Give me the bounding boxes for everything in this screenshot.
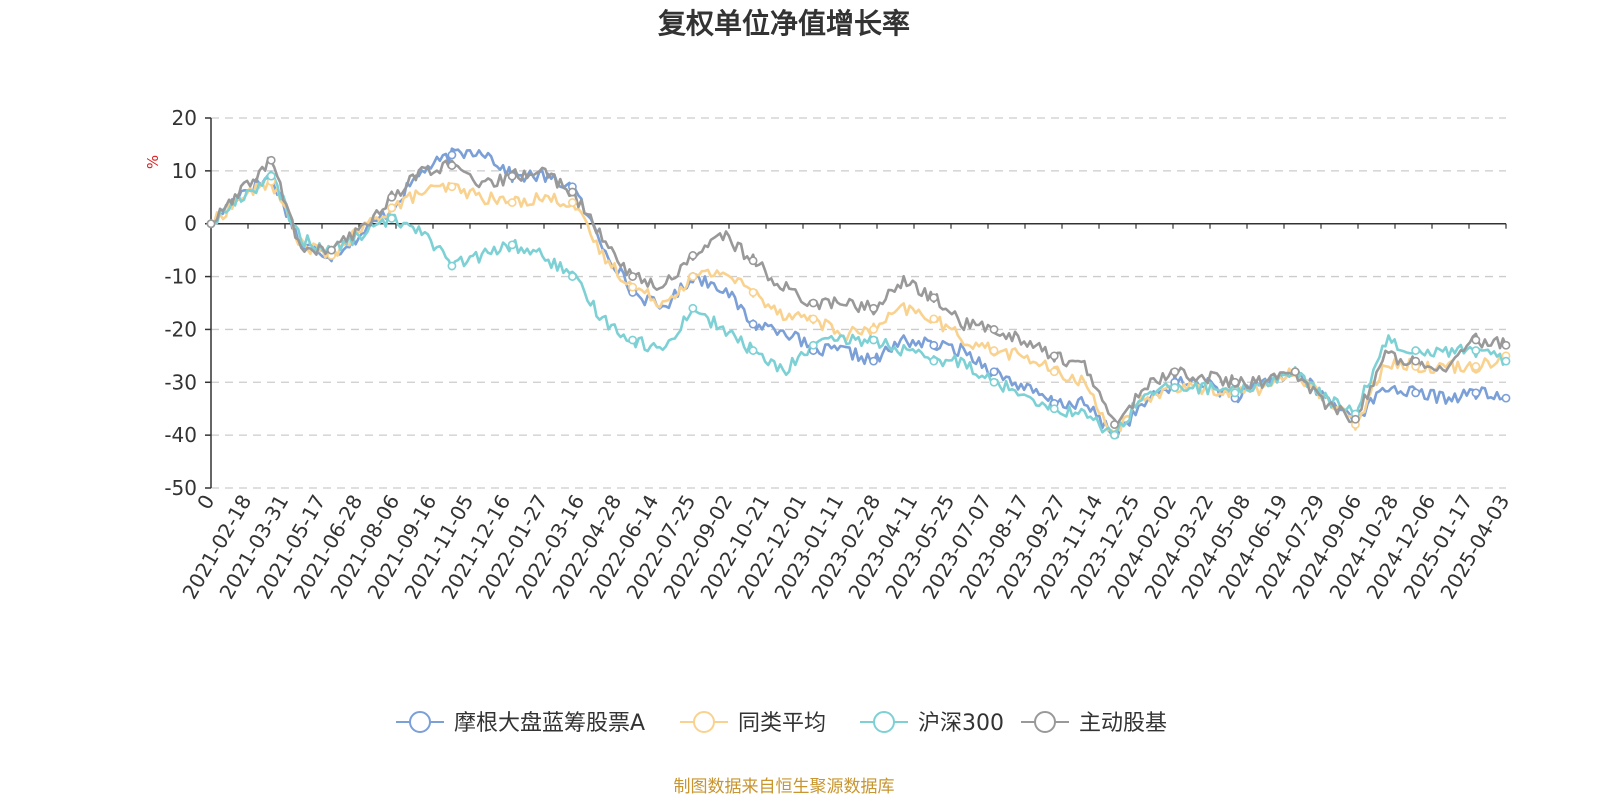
series-markers: [206, 150, 1511, 440]
series-point: [748, 288, 758, 297]
legend-item[interactable]: 沪深300: [860, 711, 1004, 736]
y-tick-label: -20: [164, 317, 197, 341]
series-point: [748, 256, 758, 266]
series-point: [447, 161, 457, 170]
series-line: [210, 147, 1507, 439]
series-point: [1049, 404, 1059, 414]
series-point: [1290, 367, 1300, 377]
legend-item[interactable]: 主动股基: [1021, 711, 1167, 736]
y-tick-label: -40: [164, 423, 197, 447]
grid-lines: [211, 117, 1506, 489]
series-point: [748, 346, 758, 355]
series-point: [688, 251, 698, 260]
series-point: [989, 377, 999, 387]
y-tick-label: -50: [164, 476, 197, 500]
legend-marker: [1034, 711, 1056, 733]
series-point: [1351, 414, 1360, 424]
legend-marker: [873, 711, 895, 733]
series-point: [1471, 388, 1481, 398]
series-point: [869, 325, 878, 334]
series-point: [929, 356, 939, 366]
series-point: [567, 198, 577, 207]
series-point: [447, 182, 457, 192]
legend-label: 沪深300: [918, 711, 1004, 736]
series-point: [628, 282, 638, 292]
series-point: [1110, 420, 1119, 429]
legend-label: 同类平均: [738, 711, 826, 736]
series-point: [1411, 388, 1421, 398]
y-tick-label: 0: [184, 212, 197, 236]
series-point: [266, 171, 276, 181]
series-point: [989, 346, 999, 355]
legend-item[interactable]: 摩根大盘蓝筹股票A: [396, 711, 645, 736]
y-tick-label: 20: [172, 106, 197, 130]
series-point: [929, 293, 939, 303]
y-axis-unit: %: [144, 155, 162, 169]
series-point: [628, 272, 638, 281]
series-point: [1411, 356, 1421, 366]
series-point: [1471, 335, 1481, 345]
series-point: [808, 314, 818, 324]
series-lines: [210, 147, 1508, 439]
series-point: [206, 219, 216, 229]
chart-title: 复权单位净值增长率: [658, 7, 910, 40]
series-point: [1471, 362, 1481, 371]
series-point: [1170, 367, 1180, 377]
series-point: [1501, 356, 1511, 366]
series-point: [1110, 430, 1119, 440]
legend-marker: [693, 711, 715, 733]
series-point: [1411, 346, 1421, 355]
series-point: [567, 272, 577, 281]
series-point: [1501, 393, 1511, 403]
axes: [210, 118, 1506, 488]
series-point: [1471, 346, 1481, 355]
series-point: [387, 214, 397, 223]
series-point: [1230, 388, 1240, 398]
series-point: [748, 319, 758, 329]
x-tick-label: 0: [192, 491, 219, 514]
legend-label: 摩根大盘蓝筹股票A: [454, 711, 645, 736]
y-axis-ticks: 20 10 0 -10 -20 -30 -40 -50: [164, 106, 211, 500]
series-point: [387, 203, 397, 213]
series-point: [869, 335, 878, 345]
series-point: [688, 303, 698, 313]
series-point: [387, 192, 397, 202]
series-point: [1170, 383, 1180, 392]
series-point: [266, 155, 276, 165]
series-point: [1501, 340, 1511, 350]
series-line: [210, 156, 1508, 427]
series-point: [808, 340, 818, 350]
series-point: [447, 150, 457, 160]
series-point: [628, 335, 638, 345]
series-point: [989, 325, 999, 334]
series-point: [1049, 351, 1059, 361]
series-point: [1230, 377, 1240, 387]
y-tick-label: 10: [172, 159, 197, 183]
series-line: [210, 170, 1507, 434]
series-point: [688, 272, 698, 281]
data-source-note: 制图数据来自恒生聚源数据库: [674, 777, 895, 797]
series-point: [327, 245, 336, 255]
series-point: [567, 187, 577, 197]
series-line: [210, 180, 1507, 435]
series-point: [989, 367, 999, 377]
series-point: [808, 298, 818, 308]
legend-item[interactable]: 同类平均: [680, 711, 826, 736]
legend-label: 主动股基: [1079, 711, 1167, 736]
series-point: [507, 240, 517, 250]
y-tick-label: -10: [164, 265, 197, 289]
x-axis-ticks: 02021-02-182021-03-312021-05-172021-06-2…: [177, 223, 1514, 603]
series-point: [507, 198, 517, 207]
series-point: [869, 356, 878, 366]
series-point: [929, 314, 939, 324]
series-point: [507, 171, 517, 181]
legend[interactable]: 摩根大盘蓝筹股票A 同类平均 沪深300 主动股基: [396, 711, 1167, 736]
legend-marker: [409, 711, 431, 733]
series-point: [929, 340, 939, 350]
series-point: [869, 303, 878, 313]
series-point: [1049, 367, 1059, 377]
series-point: [447, 261, 457, 271]
y-tick-label: -30: [164, 370, 197, 394]
